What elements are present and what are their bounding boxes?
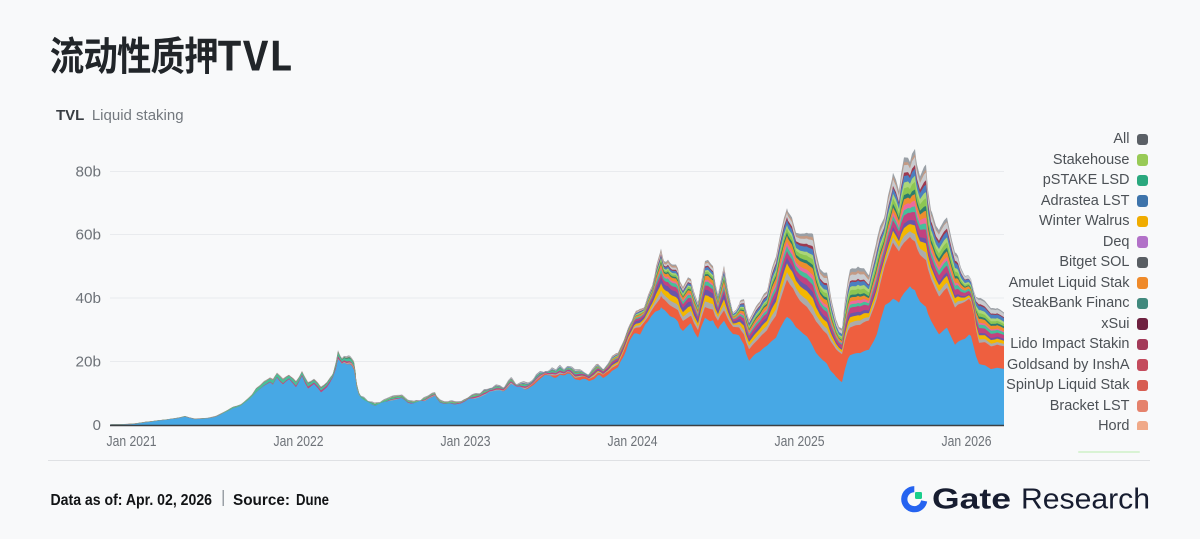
svg-text:Research: Research (1021, 484, 1150, 516)
svg-text:Data as of: Apr. 02, 2026: Data as of: Apr. 02, 2026 (51, 492, 213, 509)
svg-text:Jan 2021: Jan 2021 (107, 433, 157, 450)
svg-text:80b: 80b (76, 164, 102, 181)
svg-text:0: 0 (93, 417, 101, 434)
svg-text:Gate: Gate (932, 484, 1011, 516)
svg-text:60b: 60b (76, 227, 102, 244)
svg-text:Source:: Source: (233, 492, 290, 509)
svg-text:Jan 2026: Jan 2026 (942, 433, 992, 450)
svg-text:20b: 20b (76, 354, 102, 371)
svg-text:Jan 2024: Jan 2024 (608, 433, 658, 450)
svg-text:Jan 2022: Jan 2022 (274, 433, 324, 450)
svg-text:Jan 2023: Jan 2023 (441, 433, 491, 450)
svg-text:Dune: Dune (296, 492, 329, 509)
svg-text:Jan 2025: Jan 2025 (775, 433, 825, 450)
svg-text:40b: 40b (76, 290, 102, 307)
